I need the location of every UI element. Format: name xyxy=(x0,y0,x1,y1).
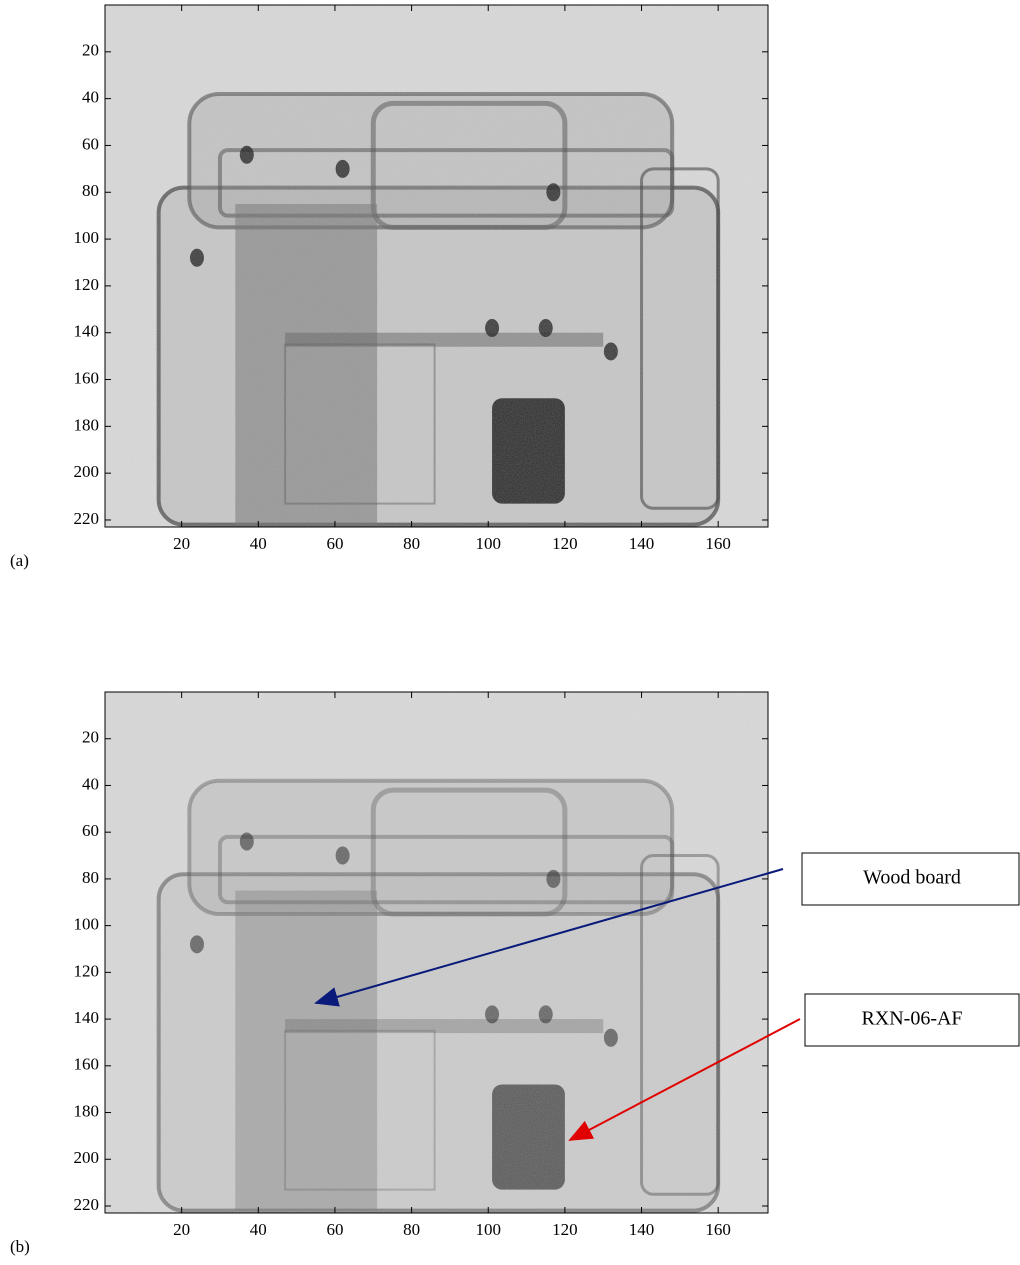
x-tick-label: 20 xyxy=(173,534,190,553)
x-tick-label: 140 xyxy=(629,534,655,553)
y-tick-label: 160 xyxy=(74,368,100,387)
x-tick-label: 80 xyxy=(403,1220,420,1239)
y-tick-label: 220 xyxy=(74,1195,100,1214)
y-tick-label: 100 xyxy=(74,915,100,934)
xray-image xyxy=(105,692,768,1213)
image-noise xyxy=(105,692,768,1213)
x-tick-label: 120 xyxy=(552,534,578,553)
x-tick-label: 20 xyxy=(173,1220,190,1239)
x-tick-label: 100 xyxy=(475,534,501,553)
y-tick-label: 80 xyxy=(82,868,99,887)
y-tick-label: 40 xyxy=(82,88,99,107)
annotation-text: Wood board xyxy=(863,867,961,889)
y-tick-label: 40 xyxy=(82,774,99,793)
image-noise xyxy=(105,5,768,527)
y-tick-label: 180 xyxy=(74,1101,100,1120)
x-tick-label: 120 xyxy=(552,1220,578,1239)
x-tick-label: 60 xyxy=(326,1220,343,1239)
y-tick-label: 200 xyxy=(74,462,100,481)
y-tick-label: 60 xyxy=(82,821,99,840)
x-tick-label: 160 xyxy=(705,534,731,553)
y-tick-label: 140 xyxy=(74,322,100,341)
y-tick-label: 20 xyxy=(82,728,99,747)
y-tick-label: 60 xyxy=(82,134,99,153)
panel: 20 40 60 80 100 120 140 160 20 40 60 80 100 120 140 160… xyxy=(10,692,768,1256)
y-tick-label: 160 xyxy=(74,1055,100,1074)
y-tick-label: 20 xyxy=(82,41,99,60)
x-tick-label: 40 xyxy=(250,534,267,553)
panel-label: (a) xyxy=(10,551,29,570)
x-tick-label: 80 xyxy=(403,534,420,553)
x-tick-label: 160 xyxy=(705,1220,731,1239)
panel: 20 40 60 80 100 120 140 160 20 40 60 80 100 120 140 160… xyxy=(10,5,768,570)
y-tick-label: 140 xyxy=(74,1008,100,1027)
y-tick-label: 100 xyxy=(74,228,100,247)
y-tick-label: 220 xyxy=(74,509,100,528)
y-tick-label: 80 xyxy=(82,181,99,200)
x-tick-label: 40 xyxy=(250,1220,267,1239)
y-tick-label: 200 xyxy=(74,1148,100,1167)
annotation-text: RXN-06-AF xyxy=(861,1008,962,1030)
xray-image xyxy=(105,5,768,527)
x-tick-label: 100 xyxy=(475,1220,501,1239)
x-tick-label: 60 xyxy=(326,534,343,553)
y-tick-label: 120 xyxy=(74,961,100,980)
figure: 20 40 60 80 100 120 140 160 20 40 60 80 100 120 140 160… xyxy=(0,0,1020,1260)
panel-label: (b) xyxy=(10,1237,30,1256)
page: 20 40 60 80 100 120 140 160 20 40 60 80 100 120 140 160… xyxy=(0,0,1020,1260)
y-tick-label: 120 xyxy=(74,275,100,294)
y-tick-label: 180 xyxy=(74,415,100,434)
x-tick-label: 140 xyxy=(629,1220,655,1239)
